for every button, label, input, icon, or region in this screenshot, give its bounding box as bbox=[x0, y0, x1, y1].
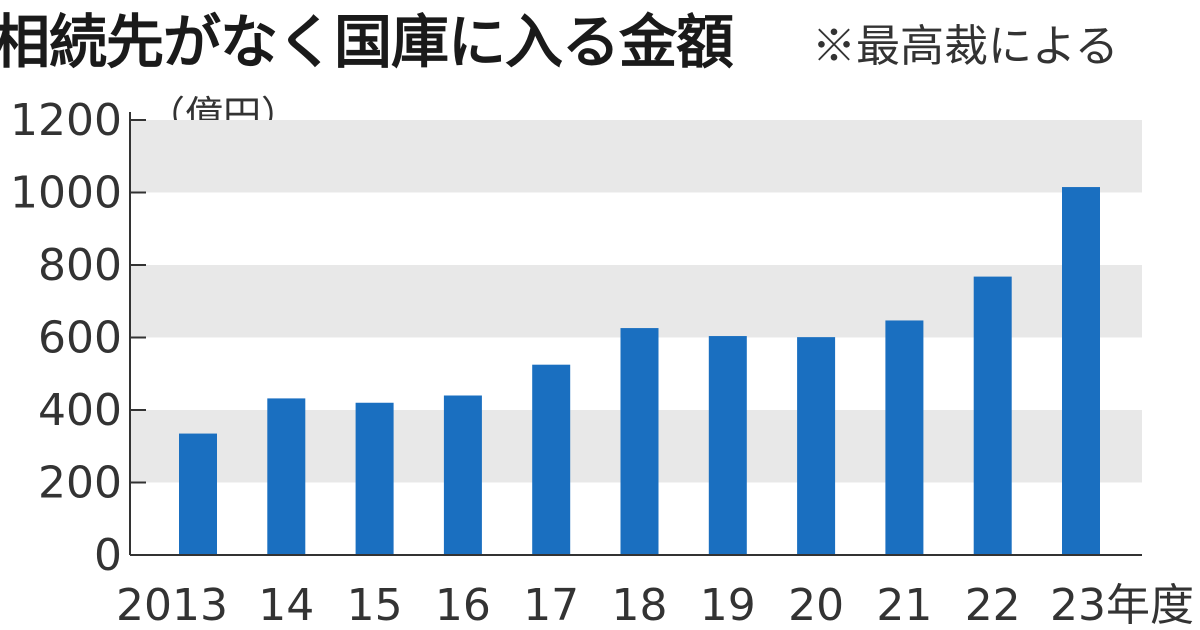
x-tick-label: 22 bbox=[965, 580, 1021, 630]
x-tick-label: 17 bbox=[523, 580, 579, 630]
x-tick-label: 19 bbox=[700, 580, 756, 630]
y-tick-label: 0 bbox=[94, 530, 122, 581]
x-tick-label: 2013 bbox=[116, 580, 228, 630]
y-tick-label: 600 bbox=[38, 313, 122, 364]
bar bbox=[708, 336, 747, 555]
bar bbox=[885, 320, 924, 555]
bar bbox=[355, 402, 394, 555]
axes bbox=[129, 112, 1142, 556]
bar bbox=[532, 364, 571, 555]
y-tick-label: 400 bbox=[38, 385, 122, 436]
x-tick-label: 16 bbox=[435, 580, 491, 630]
x-tick-label: 15 bbox=[347, 580, 403, 630]
y-tick-label: 200 bbox=[38, 458, 122, 509]
bar bbox=[267, 398, 306, 555]
x-tick-label: 18 bbox=[612, 580, 668, 630]
y-tick-label: 1200 bbox=[10, 95, 122, 146]
bar bbox=[1062, 187, 1100, 555]
bar bbox=[620, 328, 659, 555]
x-tick-label: 23年度 bbox=[1050, 580, 1194, 630]
background-band bbox=[130, 265, 1142, 338]
bars bbox=[179, 187, 1100, 555]
y-tick-labels: 0 200 400 600 800 1000 1200 bbox=[10, 95, 122, 581]
x-tick-labels: 2013 14 15 16 17 18 19 20 21 22 23年度 bbox=[116, 580, 1194, 630]
x-tick-label: 14 bbox=[258, 580, 314, 630]
chart-source-note: ※最高裁による bbox=[812, 21, 1119, 72]
bar bbox=[973, 276, 1012, 555]
x-tick-label: 20 bbox=[788, 580, 844, 630]
y-tick-label: 800 bbox=[38, 240, 122, 291]
x-tick-label: 21 bbox=[876, 580, 932, 630]
y-tick-label: 1000 bbox=[10, 168, 122, 219]
bar bbox=[443, 395, 482, 555]
background-band bbox=[130, 120, 1142, 193]
chart-title: 相続先がなく国庫に入る金額 bbox=[0, 8, 734, 76]
bar bbox=[179, 433, 217, 555]
bar bbox=[797, 337, 836, 555]
